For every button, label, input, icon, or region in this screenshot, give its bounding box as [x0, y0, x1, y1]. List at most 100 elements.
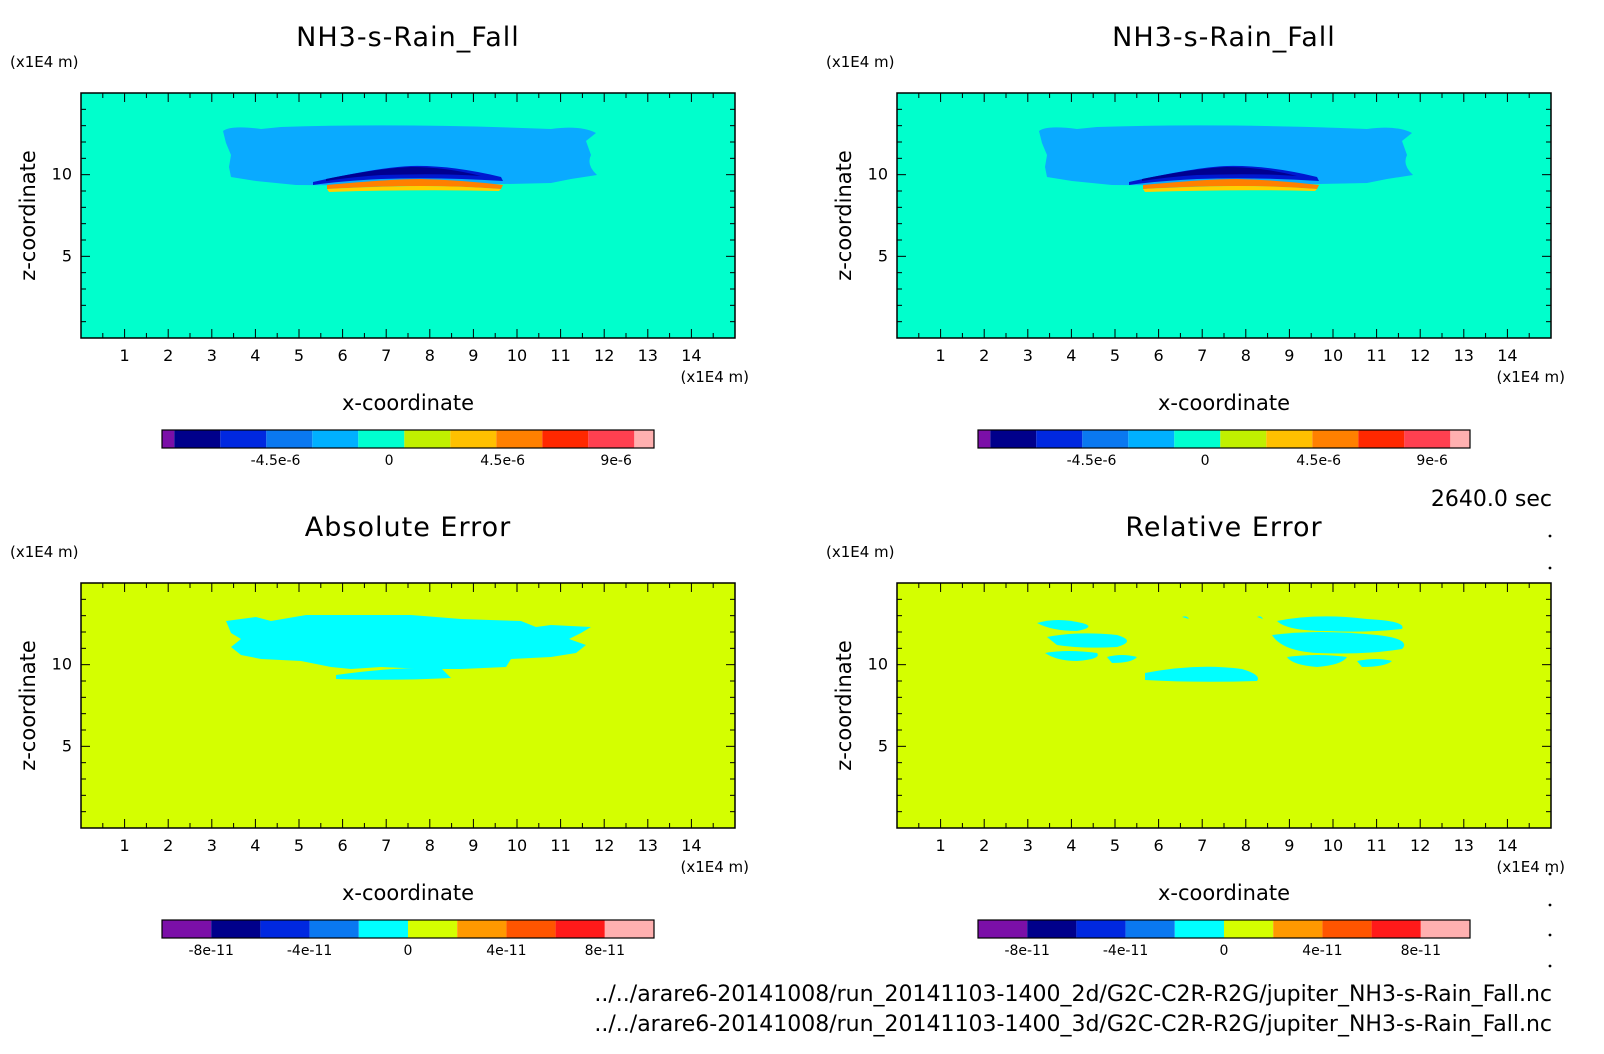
colorbar-segment: [1174, 920, 1224, 938]
y-tick-label: 10: [868, 165, 888, 184]
colorbar-label: -8e-11: [1004, 943, 1049, 959]
x-tick-label: 7: [381, 346, 391, 365]
colorbar-segment: [1312, 430, 1359, 448]
x-tick-label: 13: [638, 836, 658, 855]
colorbar-segment: [450, 430, 497, 448]
colorbar-segment: [312, 430, 359, 448]
colorbar-segment: [555, 920, 605, 938]
x-tick-label: 10: [1323, 836, 1343, 855]
x-tick-label: 10: [507, 346, 527, 365]
colorbar-segment: [1273, 920, 1323, 938]
relative-error-patch: [1277, 616, 1403, 632]
colorbar-segment: [1027, 920, 1077, 938]
colorbar-label: -4.5e-6: [251, 453, 301, 469]
x-tick-label: 5: [294, 836, 304, 855]
chart-title: Relative Error: [1125, 512, 1322, 543]
x-tick-label: 5: [1110, 836, 1120, 855]
colorbar-segment: [634, 430, 654, 448]
positive-band: [327, 179, 503, 189]
x-unit-label: (x1E4 m): [680, 368, 749, 386]
x-unit-label: (x1E4 m): [1496, 368, 1565, 386]
colorbar-label: 8e-11: [1401, 943, 1441, 959]
colorbar-segment: [309, 920, 359, 938]
x-tick-label: 14: [681, 346, 701, 365]
x-tick-label: 9: [1284, 346, 1294, 365]
colorbar-label: 8e-11: [585, 943, 625, 959]
chart-title: NH3-s-Rain_Fall: [1112, 22, 1336, 53]
footer-file-path: ../../arare6-20141008/run_20141103-1400_…: [594, 982, 1552, 1007]
colorbar-frame: [977, 429, 1471, 449]
x-tick-label: 3: [1023, 346, 1033, 365]
x-unit-label: (x1E4 m): [680, 858, 749, 876]
colorbar-segment: [1404, 430, 1451, 448]
positive-band-edge: [327, 186, 501, 192]
x-tick-label: 3: [207, 346, 217, 365]
colorbar: -8e-11 -4e-11 0 4e-11 8e-11: [977, 919, 1471, 959]
colorbar-segment: [1224, 920, 1274, 938]
colorbar: -4.5e-6 0 4.5e-6 9e-6: [977, 429, 1471, 469]
colorbar-segment: [1322, 920, 1372, 938]
colorbar-segment: [496, 430, 543, 448]
chart-panel-3: Absolute Error(x1E4 m)1 2 3 4 5 6 7 8 9 10 11 12 13 1…: [10, 512, 749, 959]
colorbar-label: 4e-11: [1302, 943, 1342, 959]
y-tick-label: 10: [52, 655, 72, 674]
colorbar-segment: [978, 430, 991, 448]
relative-error-patch: [1045, 651, 1098, 661]
x-tick-label: 6: [338, 346, 348, 365]
x-tick-label: 10: [1323, 346, 1343, 365]
x-tick-label: 13: [1454, 346, 1474, 365]
chart-panel-4: Relative Error(x1E4 m)1 2 3 4 5 6 7 8 9 10 11 12 13 1…: [826, 512, 1565, 959]
x-tick-label: 2: [163, 346, 173, 365]
y-axis-label: z-coordinate: [832, 150, 856, 281]
colorbar-label: 4.5e-6: [1296, 453, 1341, 469]
y-axis-label: z-coordinate: [16, 640, 40, 771]
relative-error-patch: [1145, 666, 1258, 682]
colorbar-segment: [1220, 430, 1267, 448]
colorbar-label: 4e-11: [486, 943, 526, 959]
colorbar-segment: [260, 920, 310, 938]
field: [897, 583, 1551, 828]
colorbar-segment: [1358, 430, 1405, 448]
x-axis-label: x-coordinate: [342, 881, 474, 905]
x-tick-label: 7: [1197, 836, 1207, 855]
colorbar-segment: [604, 920, 654, 938]
colorbar-label: 0: [1220, 943, 1229, 959]
colorbar-segment: [588, 430, 635, 448]
field-background: [897, 583, 1551, 828]
positive-band: [1143, 179, 1319, 189]
relative-error-patch: [1357, 659, 1392, 667]
field: [81, 93, 735, 338]
x-tick-label: 4: [250, 836, 260, 855]
colorbar-segment: [174, 430, 221, 448]
colorbar-segment: [1128, 430, 1175, 448]
x-tick-label: 11: [550, 346, 570, 365]
x-tick-label: 4: [1066, 836, 1076, 855]
x-tick-label: 4: [250, 346, 260, 365]
colorbar-segment: [408, 920, 458, 938]
x-tick-label: 11: [1366, 836, 1386, 855]
colorbar-segment: [1076, 920, 1126, 938]
y-tick-label: 5: [878, 736, 888, 755]
x-tick-label: 6: [1154, 836, 1164, 855]
colorbar-segment: [404, 430, 451, 448]
colorbar-label: -4.5e-6: [1067, 453, 1117, 469]
colorbar-segment: [266, 430, 313, 448]
y-axis-label: z-coordinate: [16, 150, 40, 281]
colorbar-segment: [162, 430, 175, 448]
colorbar-label: 0: [385, 453, 394, 469]
x-tick-label: 11: [550, 836, 570, 855]
x-tick-label: 12: [594, 836, 614, 855]
colorbar-segment: [506, 920, 556, 938]
y-tick-label: 10: [52, 165, 72, 184]
x-tick-label: 14: [1497, 346, 1517, 365]
x-tick-label: 3: [1023, 836, 1033, 855]
colorbar-segment: [358, 920, 408, 938]
chart-title: NH3-s-Rain_Fall: [296, 22, 520, 53]
colorbar-label: -4e-11: [287, 943, 332, 959]
x-unit-label: (x1E4 m): [1496, 858, 1565, 876]
